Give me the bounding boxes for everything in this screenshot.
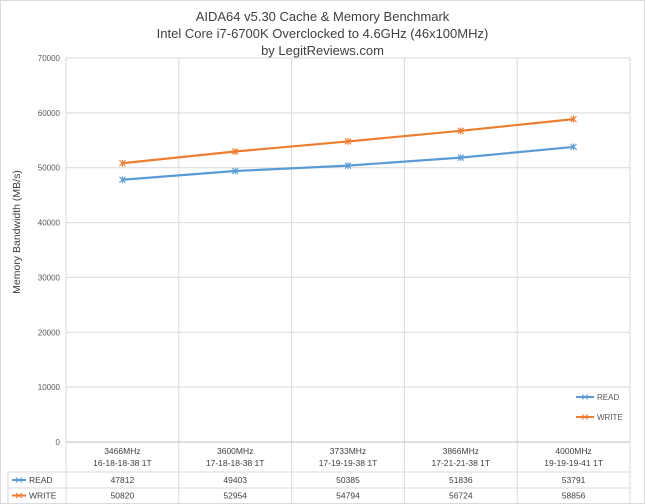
legend-marker-write	[581, 414, 589, 420]
y-tick-label: 70000	[38, 54, 61, 63]
data-point-read	[570, 143, 577, 151]
table-cell-read: 49403	[223, 475, 247, 485]
chart-subtitle: Intel Core i7-6700K Overclocked to 4.6GH…	[156, 26, 489, 41]
table-cell-write: 54794	[336, 491, 360, 501]
y-tick-label: 60000	[38, 109, 61, 118]
category-label-line2: 17-19-19-38 1T	[319, 458, 378, 468]
y-tick-label: 10000	[38, 383, 61, 392]
category-label-line1: 3466MHz	[104, 446, 140, 456]
data-point-read	[457, 154, 465, 162]
table-cell-write: 58856	[562, 491, 586, 501]
data-point-read	[119, 176, 126, 184]
table-key-marker-read	[15, 477, 23, 483]
legend-label-read: READ	[597, 393, 619, 402]
category-label-line2: 17-18-18-38 1T	[206, 458, 265, 468]
y-tick-label: 40000	[38, 219, 61, 228]
data-point-write	[344, 137, 352, 145]
category-label-line2: 17-21-21-38 1T	[432, 458, 491, 468]
table-cell-write: 50820	[111, 491, 135, 501]
y-tick-label: 50000	[38, 164, 61, 173]
data-point-write	[119, 159, 126, 167]
category-label-line1: 3600MHz	[217, 446, 253, 456]
table-cell-write: 56724	[449, 491, 473, 501]
category-label-line1: 3866MHz	[443, 446, 479, 456]
table-cell-read: 50385	[336, 475, 360, 485]
y-tick-label: 0	[56, 438, 61, 447]
table-cell-read: 51836	[449, 475, 473, 485]
legend-label-write: WRITE	[597, 413, 623, 422]
y-tick-label: 30000	[38, 273, 61, 282]
data-point-write	[570, 115, 577, 123]
category-label-line2: 19-19-19-41 1T	[544, 458, 603, 468]
table-row-label-write: WRITE	[29, 491, 57, 501]
table-cell-write: 52954	[223, 491, 247, 501]
category-label-line1: 3733MHz	[330, 446, 366, 456]
legend-marker-read	[581, 394, 589, 400]
category-label-line1: 4000MHz	[555, 446, 591, 456]
table-row-label-read: READ	[29, 475, 53, 485]
chart-subtitle-2: by LegitReviews.com	[261, 43, 384, 58]
data-point-write	[231, 148, 239, 156]
data-point-write	[457, 127, 465, 135]
table-cell-read: 53791	[562, 475, 586, 485]
chart-title: AIDA64 v5.30 Cache & Memory Benchmark	[195, 9, 450, 24]
table-key-marker-write	[15, 492, 23, 499]
table-cell-read: 47812	[111, 475, 135, 485]
category-label-line2: 16-18-18-38 1T	[93, 458, 152, 468]
data-point-read	[231, 167, 239, 175]
data-point-read	[344, 162, 352, 170]
y-tick-label: 20000	[38, 328, 61, 337]
